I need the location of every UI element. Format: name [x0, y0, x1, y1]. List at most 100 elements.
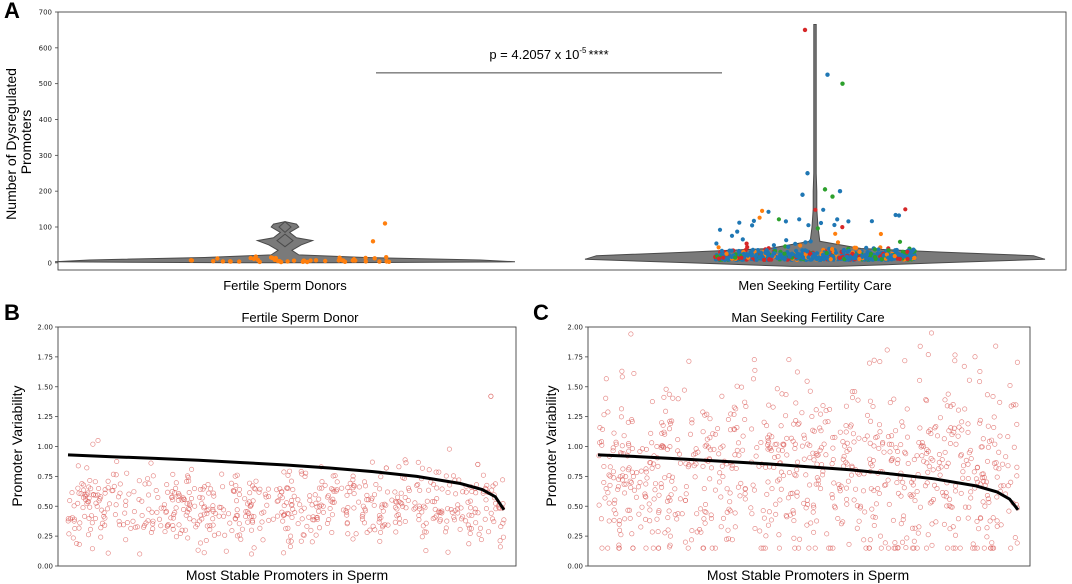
- scatter-point: [873, 501, 879, 507]
- scatter-point: [707, 476, 713, 482]
- scatter-point: [902, 449, 908, 455]
- scatter-point: [398, 490, 404, 496]
- scatter-point: [179, 527, 185, 533]
- scatter-point: [766, 432, 772, 438]
- men-point: [727, 248, 732, 253]
- scatter-point: [856, 518, 862, 524]
- scatter-point: [637, 448, 643, 454]
- scatter-point: [732, 524, 738, 530]
- scatter-point: [412, 505, 418, 511]
- scatter-point: [764, 423, 770, 429]
- scatter-point: [842, 443, 848, 449]
- scatter-point: [185, 473, 191, 479]
- scatter-point: [931, 482, 937, 488]
- scatter-point: [606, 518, 612, 524]
- scatter-point: [849, 389, 855, 395]
- scatter-point: [921, 443, 927, 449]
- scatter-point: [628, 479, 634, 485]
- scatter-point: [347, 480, 353, 486]
- scatter-point: [91, 492, 97, 498]
- scatter-point: [330, 496, 336, 502]
- scatter-point: [195, 547, 201, 553]
- scatter-point: [186, 478, 192, 484]
- scatter-point: [874, 434, 880, 440]
- scatter-point: [99, 507, 105, 513]
- scatter-point: [102, 487, 108, 493]
- men-point: [815, 226, 820, 231]
- scatter-point: [947, 496, 953, 502]
- scatter-point: [173, 534, 179, 540]
- scatter-point: [288, 497, 294, 503]
- scatter-point: [649, 529, 655, 535]
- scatter-point: [96, 485, 102, 491]
- scatter-points-b: [65, 393, 507, 557]
- scatter-point: [149, 509, 155, 515]
- scatter-point: [799, 443, 805, 449]
- men-point: [905, 249, 910, 254]
- scatter-point: [816, 477, 822, 483]
- scatter-point: [854, 503, 860, 509]
- men-point: [762, 257, 767, 262]
- scatter-point: [610, 469, 616, 475]
- scatter-point: [197, 486, 203, 492]
- scatter-point: [844, 440, 850, 446]
- scatter-point: [848, 472, 854, 478]
- scatter-point: [281, 550, 287, 556]
- scatter-point: [844, 501, 850, 507]
- scatter-point: [697, 526, 703, 532]
- scatter-point: [173, 480, 179, 486]
- scatter-point: [500, 534, 506, 540]
- scatter-point: [813, 481, 819, 487]
- men-point: [721, 255, 726, 260]
- scatter-point: [627, 515, 633, 521]
- scatter-point: [720, 474, 726, 480]
- scatter-point: [82, 513, 88, 519]
- scatter-point: [793, 473, 799, 479]
- y-tick-label: 1.00: [567, 443, 583, 451]
- donor-point: [350, 258, 355, 263]
- scatter-point: [136, 478, 142, 484]
- scatter-point: [444, 518, 450, 524]
- scatter-point: [605, 545, 611, 551]
- scatter-point: [776, 545, 782, 551]
- scatter-point: [654, 443, 660, 449]
- scatter-point: [429, 499, 435, 505]
- scatter-point: [472, 509, 478, 515]
- scatter-point: [690, 452, 696, 458]
- men-point: [833, 231, 838, 236]
- scatter-point: [122, 510, 128, 516]
- scatter-point: [176, 522, 182, 528]
- y-tick-label: 0.50: [37, 503, 53, 511]
- scatter-point: [76, 525, 82, 531]
- scatter-point: [419, 465, 425, 471]
- scatter-point: [334, 479, 340, 485]
- scatter-point: [805, 501, 811, 507]
- scatter-point: [356, 499, 362, 505]
- scatter-point: [879, 441, 885, 447]
- scatter-point: [123, 537, 129, 543]
- scatter-point: [392, 519, 398, 525]
- scatter-point: [723, 536, 729, 542]
- scatter-point: [822, 419, 828, 425]
- scatter-point: [659, 484, 665, 490]
- scatter-point: [742, 485, 748, 491]
- scatter-point: [951, 425, 957, 431]
- scatter-point: [172, 510, 178, 516]
- scatter-point: [984, 458, 990, 464]
- scatter-point: [959, 419, 965, 425]
- scatter-point: [172, 490, 178, 496]
- scatter-point: [146, 492, 152, 498]
- scatter-point: [717, 470, 723, 476]
- scatter-point: [245, 501, 251, 507]
- scatter-point: [688, 537, 694, 543]
- scatter-point: [950, 524, 956, 530]
- scatter-point: [161, 505, 167, 511]
- scatter-point: [955, 516, 961, 522]
- scatter-point: [249, 513, 255, 519]
- scatter-point: [944, 503, 950, 509]
- scatter-point: [216, 513, 222, 519]
- scatter-point: [757, 528, 763, 534]
- scatter-point: [751, 357, 757, 363]
- scatter-point: [291, 493, 297, 499]
- scatter-point: [403, 505, 409, 511]
